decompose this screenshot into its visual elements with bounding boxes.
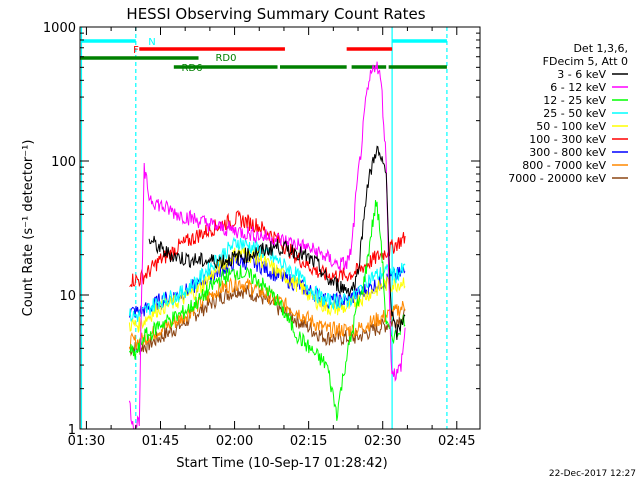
vertical-markers: [80, 27, 448, 429]
x-axis: 01:30 01:45 02:00 02:15 02:30 02:45: [68, 27, 476, 449]
series-line-3-6-kev: [148, 145, 406, 340]
series-lines: [128, 61, 406, 430]
flag-bars: [80, 39, 447, 69]
flag-annotations: N F RD0 RD6: [133, 37, 236, 74]
x-axis-label: Start Time (10-Sep-17 01:28:42): [176, 456, 387, 471]
series-line-6-12-kev: [128, 61, 406, 430]
y-tick-label: 1000: [43, 21, 76, 36]
legend-label: 100 - 300 keV: [529, 133, 606, 146]
legend-label: 3 - 6 keV: [557, 68, 606, 81]
y-axis: 1 10 100 1000: [43, 21, 480, 438]
legend-header-detectors: Det 1,3,6,: [573, 42, 628, 55]
x-tick-label: 02:15: [290, 434, 327, 449]
flag-label-n: N: [148, 37, 155, 48]
legend-label: 50 - 100 keV: [536, 120, 606, 133]
legend-label: 12 - 25 keV: [543, 94, 606, 107]
series-line-12-25-kev: [128, 200, 406, 421]
y-tick-label: 10: [59, 289, 76, 304]
x-tick-label: 02:30: [364, 434, 401, 449]
y-tick-label: 100: [51, 155, 76, 170]
series-line-7000-20000-kev: [128, 284, 406, 357]
x-tick-label: 02:45: [438, 434, 475, 449]
x-tick-label: 02:00: [216, 434, 253, 449]
legend-label: 800 - 7000 keV: [522, 159, 606, 172]
legend-header-decim: FDecim 5, Att 0: [543, 55, 628, 68]
legend-label: 6 - 12 keV: [550, 81, 606, 94]
y-axis-label: Count Rate (s⁻¹ detector⁻¹): [21, 140, 36, 317]
flag-label-rd6: RD6: [181, 63, 202, 74]
legend-label: 25 - 50 keV: [543, 107, 606, 120]
chart-title: HESSI Observing Summary Count Rates: [126, 5, 425, 23]
plot-frame: [79, 26, 481, 430]
series-line-50-100-kev: [128, 247, 406, 333]
flag-label-f: F: [133, 45, 139, 56]
flag-label-rd0: RD0: [215, 53, 236, 64]
x-tick-label: 01:45: [142, 434, 179, 449]
y-tick-label: 1: [68, 423, 76, 438]
legend-label: 300 - 800 keV: [529, 146, 606, 159]
x-tick-label: 01:30: [68, 434, 105, 449]
legend-label: 7000 - 20000 keV: [508, 172, 606, 185]
timestamp: 22-Dec-2017 12:27: [549, 469, 636, 479]
